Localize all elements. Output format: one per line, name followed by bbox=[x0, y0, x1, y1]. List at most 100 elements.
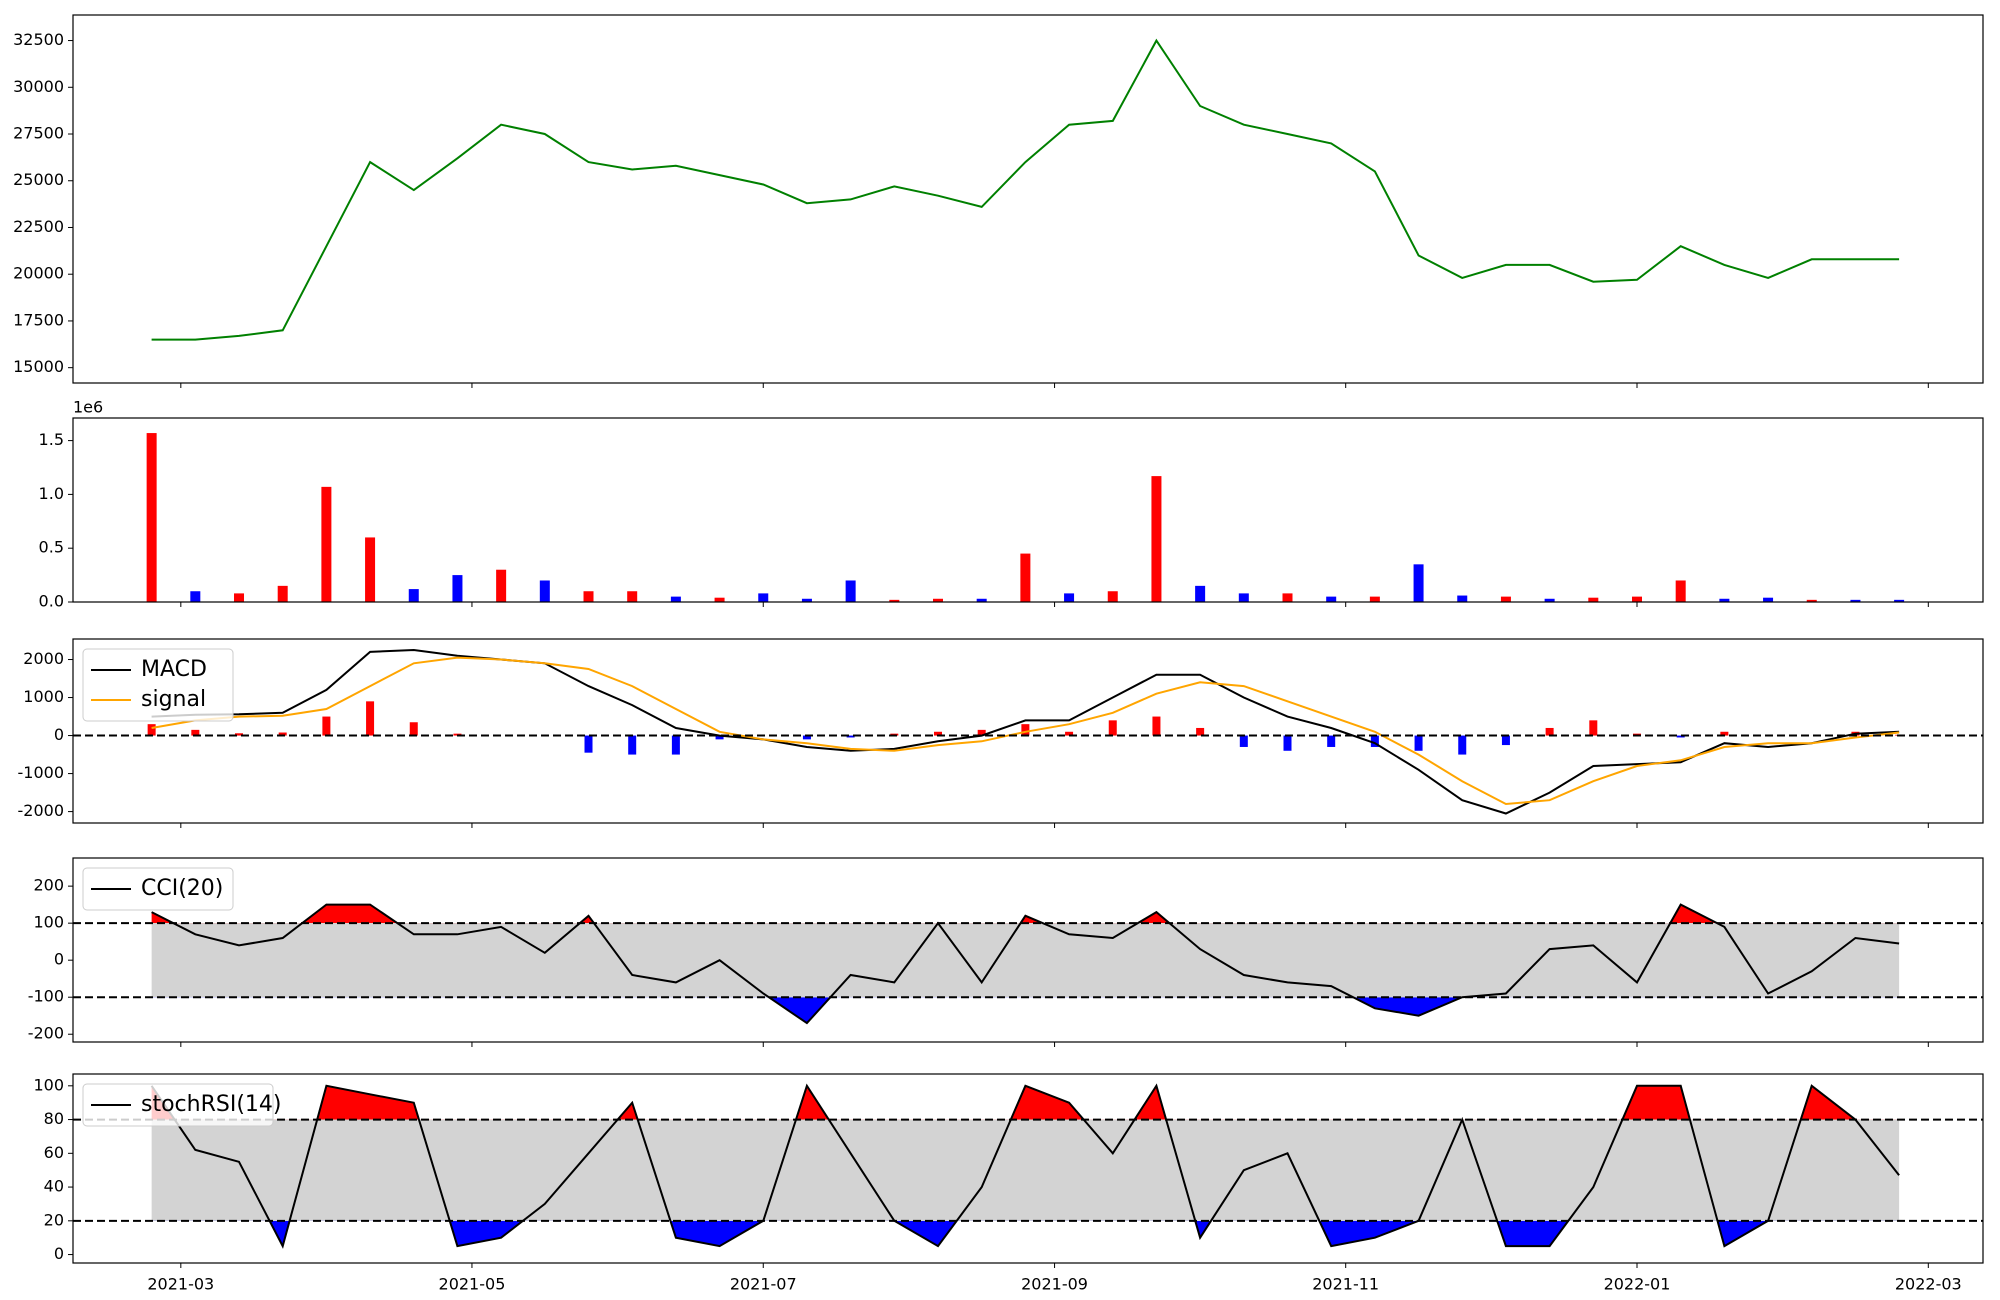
series-line bbox=[150, 1083, 1900, 1249]
bar bbox=[1544, 598, 1555, 602]
histogram-bar bbox=[1370, 735, 1379, 747]
bar bbox=[1151, 476, 1162, 602]
legend-label: CCI(20) bbox=[141, 876, 223, 901]
legend: MACD signal bbox=[82, 648, 234, 722]
bar bbox=[452, 575, 463, 602]
x-tick-label: 2021-11 bbox=[1312, 1275, 1379, 1294]
histogram-bar bbox=[934, 731, 943, 736]
histogram-bar bbox=[278, 732, 287, 736]
bar bbox=[365, 537, 376, 602]
histogram-bar bbox=[1720, 731, 1729, 736]
y-tick-label: 100 bbox=[33, 913, 64, 932]
x-tick-label: 2021-05 bbox=[439, 1275, 506, 1294]
histogram-bar bbox=[1414, 735, 1423, 751]
histogram-bar bbox=[409, 722, 418, 736]
bar bbox=[146, 433, 157, 602]
bar bbox=[1806, 599, 1817, 602]
bar bbox=[758, 593, 769, 602]
y-tick-label: 0 bbox=[54, 1244, 64, 1263]
bar bbox=[1588, 597, 1599, 602]
y-tick-label: 32500 bbox=[13, 30, 64, 49]
bar bbox=[1719, 598, 1730, 602]
histogram-bar bbox=[1021, 724, 1030, 736]
lower-fill bbox=[269, 1220, 1769, 1247]
x-tick-label: 2021-09 bbox=[1021, 1275, 1088, 1294]
bar bbox=[1631, 596, 1642, 602]
bar bbox=[714, 597, 725, 602]
histogram-bar bbox=[1589, 720, 1598, 736]
bar bbox=[1763, 597, 1774, 602]
bar bbox=[321, 486, 332, 602]
panel: 0.0 0.5 1.0 1.5 1e6 bbox=[39, 398, 1984, 611]
panel: -200 -100 0 100 200 CCI(20) bbox=[28, 857, 1984, 1047]
legend-label: MACD bbox=[141, 657, 207, 682]
bar bbox=[1675, 580, 1686, 602]
y-tick-label: 27500 bbox=[13, 124, 64, 143]
series-line bbox=[151, 656, 1900, 806]
histogram-bar bbox=[977, 729, 986, 736]
y-tick-label: 0.0 bbox=[39, 592, 64, 611]
histogram-bar bbox=[1065, 731, 1074, 736]
y-tick-label: 20000 bbox=[13, 264, 64, 283]
y-tick-label: -1000 bbox=[18, 763, 65, 782]
histogram-bar bbox=[1501, 735, 1510, 746]
histogram-bar bbox=[584, 735, 593, 753]
histogram-bar bbox=[1676, 735, 1685, 738]
histogram-bar bbox=[1108, 720, 1117, 736]
y-tick-label: 40 bbox=[44, 1177, 64, 1196]
histogram-bar bbox=[1239, 735, 1248, 747]
y-tick-label: -100 bbox=[28, 987, 64, 1006]
bar bbox=[1369, 596, 1380, 602]
bar bbox=[627, 591, 638, 602]
y-tick-label: 0 bbox=[54, 950, 64, 969]
bar bbox=[845, 580, 856, 602]
histogram-bar bbox=[628, 735, 637, 755]
bar bbox=[1457, 595, 1468, 602]
x-tick-label: 2021-03 bbox=[147, 1275, 214, 1294]
bar bbox=[1850, 599, 1861, 602]
x-tick-label: 2021-07 bbox=[730, 1275, 797, 1294]
bar bbox=[1413, 564, 1424, 602]
legend-label: signal bbox=[141, 687, 206, 712]
bar bbox=[277, 585, 288, 602]
histogram-bar bbox=[1545, 727, 1554, 736]
histogram-bar bbox=[846, 735, 855, 738]
bar bbox=[1195, 585, 1206, 602]
histogram-bar bbox=[715, 735, 724, 740]
panel: -2000 -1000 0 1000 2000 MACD signal bbox=[18, 638, 1984, 828]
y-tick-label: 80 bbox=[44, 1109, 64, 1128]
series-line bbox=[151, 903, 1900, 1025]
y-tick-label: 20 bbox=[44, 1210, 64, 1229]
y-tick-label: 100 bbox=[33, 1075, 64, 1094]
upper-fill bbox=[151, 1085, 1900, 1120]
bar bbox=[933, 598, 944, 602]
histogram-bar bbox=[366, 701, 375, 736]
histogram-bar bbox=[1458, 735, 1467, 755]
bar bbox=[1326, 596, 1337, 602]
histogram-bar bbox=[1283, 735, 1292, 751]
legend-label: stochRSI(14) bbox=[141, 1092, 282, 1117]
offset-label: 1e6 bbox=[73, 398, 103, 417]
neutral-band bbox=[151, 1119, 1900, 1221]
bar bbox=[539, 580, 550, 602]
bar bbox=[801, 598, 812, 602]
histogram-bar bbox=[1152, 716, 1161, 736]
bar bbox=[234, 593, 245, 602]
y-tick-label: 200 bbox=[33, 876, 64, 895]
legend-box bbox=[82, 648, 234, 722]
y-tick-label: 1.5 bbox=[39, 430, 64, 449]
y-tick-label: 25000 bbox=[13, 170, 64, 189]
bar bbox=[1894, 599, 1905, 602]
y-tick-label: -200 bbox=[28, 1024, 64, 1043]
y-tick-label: 0.5 bbox=[39, 538, 64, 557]
y-tick-label: 0 bbox=[54, 725, 64, 744]
bar bbox=[408, 589, 419, 602]
legend: stochRSI(14) bbox=[82, 1083, 282, 1127]
histogram-bar bbox=[1327, 735, 1336, 747]
bar bbox=[583, 591, 594, 602]
series-line bbox=[151, 648, 1900, 815]
histogram-bar bbox=[191, 729, 200, 736]
y-tick-label: -2000 bbox=[18, 801, 65, 820]
panel: 15000 17500 20000 22500 25000 27500 30000 32500 bbox=[13, 14, 1984, 388]
